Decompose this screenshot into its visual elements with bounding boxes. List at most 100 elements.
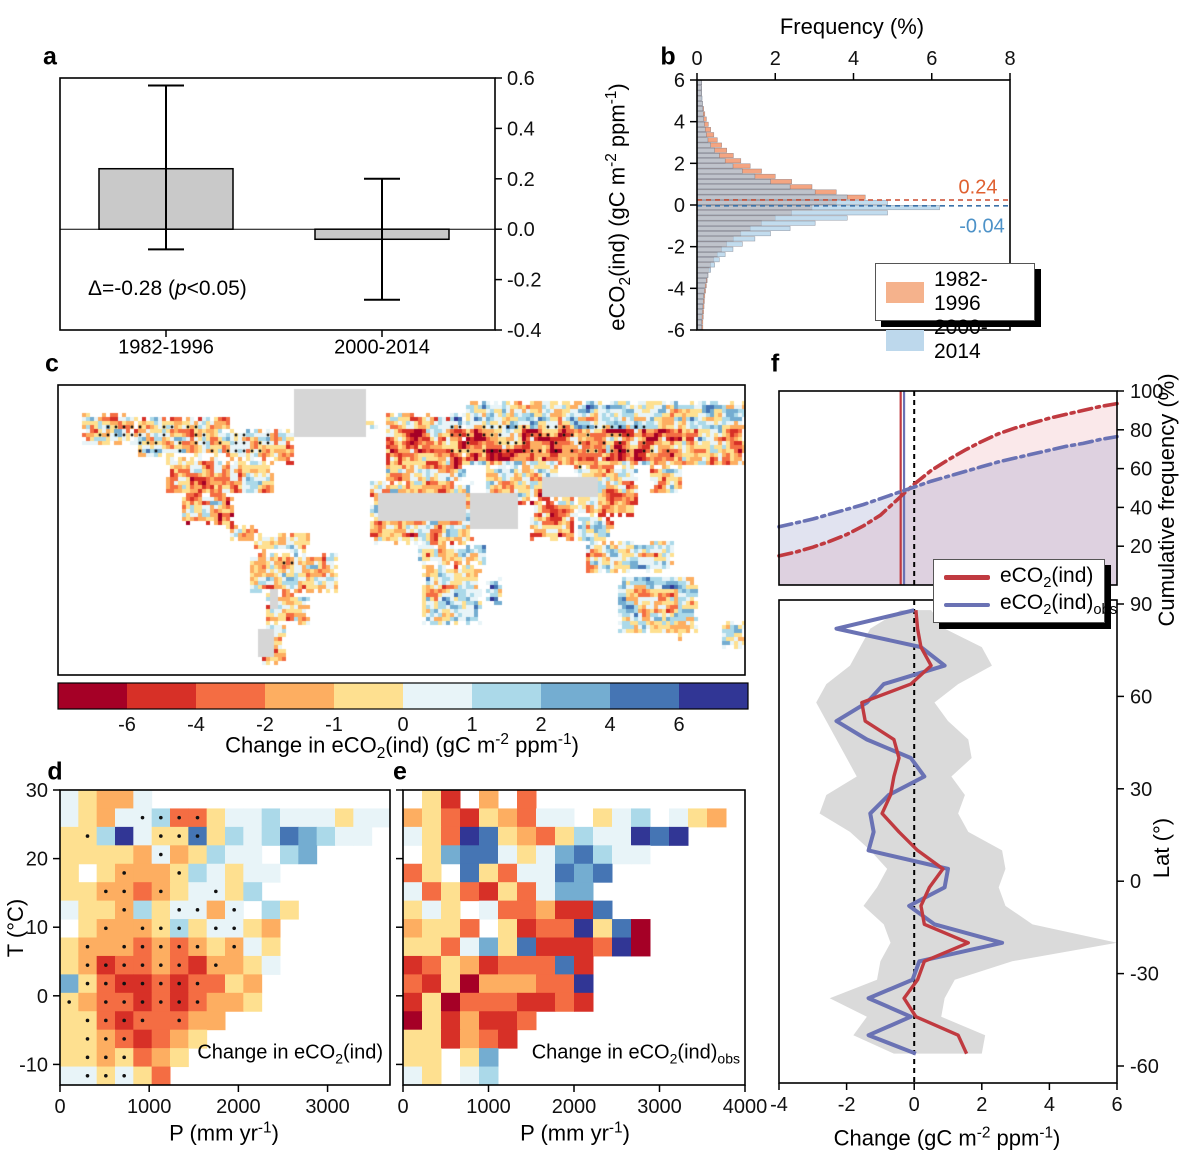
- heat-cell: [498, 1029, 518, 1049]
- significance-dot: [195, 981, 200, 986]
- hist-bar-2000-2014: [696, 283, 706, 289]
- heat-cell: [60, 790, 79, 809]
- heat-cell: [669, 826, 689, 846]
- heat-cell: [133, 1029, 153, 1049]
- heat-cell: [133, 900, 153, 920]
- heat-cell: [498, 900, 518, 920]
- colorbar-tick: 0: [397, 714, 408, 736]
- heatmap-xtick: 3000: [637, 1096, 682, 1118]
- heat-cell: [133, 863, 153, 883]
- mean-label-2000-2014: -0.04: [959, 215, 1005, 238]
- heat-cell: [206, 974, 226, 994]
- hist-bar-2000-2014: [696, 132, 707, 138]
- heat-cell: [498, 826, 518, 846]
- panel-a-ytick: 0.0: [507, 219, 535, 241]
- significance-dot: [104, 889, 108, 894]
- colorbar-title: Change in eCO2(ind) (gC m-2 ppm-1): [225, 731, 579, 762]
- heat-cell: [170, 1048, 189, 1068]
- heat-cell: [188, 863, 208, 883]
- heat-cell: [460, 1011, 480, 1031]
- heat-cell: [460, 826, 480, 846]
- panel-f-xlabel: Change (gC m-2 ppm-1): [833, 1124, 1061, 1151]
- hist-bar-2000-2014: [696, 163, 734, 169]
- panel-b-xtick: 2: [770, 48, 781, 70]
- heat-cell: [243, 808, 263, 828]
- heat-cell: [335, 826, 354, 846]
- heat-cell: [441, 845, 461, 865]
- significance-dot: [177, 926, 181, 931]
- hist-bar-2000-2014: [696, 121, 705, 127]
- heat-cell: [261, 900, 281, 920]
- heat-cell: [517, 992, 537, 1012]
- heat-cell: [133, 826, 153, 846]
- heat-cell: [298, 808, 318, 828]
- heat-cell: [517, 863, 537, 883]
- hist-bar-2000-2014: [696, 184, 791, 190]
- heat-cell: [498, 882, 518, 902]
- heat-cell: [422, 937, 442, 957]
- hist-bar-2000-2014: [696, 257, 720, 263]
- heat-cell: [78, 845, 98, 865]
- significance-dot: [214, 963, 218, 967]
- heat-cell: [206, 808, 226, 828]
- heat-cell: [441, 790, 461, 809]
- heat-cell: [517, 937, 537, 957]
- heat-cell: [479, 1011, 499, 1031]
- heat-cell: [536, 955, 556, 975]
- hist-bar-2000-2014: [696, 199, 888, 205]
- heat-cell: [498, 919, 518, 938]
- heat-cell: [479, 1066, 499, 1086]
- heatmap-xtick: 0: [54, 1096, 65, 1118]
- heat-cell: [170, 1029, 189, 1049]
- heat-cell: [78, 882, 98, 902]
- colorbar-tick: -1: [325, 714, 343, 736]
- heat-cell: [78, 900, 98, 920]
- heat-cell: [422, 845, 442, 865]
- heat-cell: [422, 1011, 442, 1031]
- colorbar-tick: -6: [118, 714, 136, 736]
- significance-dot: [159, 889, 163, 894]
- colorbar-segment: [265, 683, 334, 709]
- heat-cell: [280, 808, 299, 828]
- hist-bar-2000-2014: [696, 106, 704, 112]
- heat-cell: [403, 1048, 423, 1068]
- legend-label-eco2ind-obs: eCO2(ind)obs: [1000, 591, 1118, 619]
- heat-cell: [403, 826, 423, 846]
- significance-dot: [85, 944, 90, 949]
- heat-cell: [574, 900, 594, 920]
- heat-cell: [536, 863, 556, 883]
- heat-cell: [60, 863, 79, 883]
- heat-cell: [60, 955, 79, 975]
- hist-bar-2000-2014: [696, 116, 704, 122]
- panel-letter-b: b: [660, 42, 676, 71]
- panel-f-top-ylabel: Cumulative frequency (%): [1154, 373, 1179, 627]
- heat-cell: [60, 1066, 79, 1086]
- panel-b-xtick: 4: [848, 48, 859, 70]
- heat-cell: [403, 974, 423, 994]
- heat-cell: [261, 955, 281, 975]
- world-map: [58, 385, 745, 675]
- panel-f-bottom-ytick: 0: [1130, 871, 1141, 893]
- heatmap-xtick: 2000: [216, 1096, 261, 1118]
- heat-cell: [422, 808, 442, 828]
- significance-dot: [177, 1018, 181, 1023]
- heatmap-xtick: 1000: [466, 1096, 511, 1118]
- hist-bar-2000-2014: [696, 194, 848, 200]
- heat-cell: [422, 882, 442, 902]
- heat-cell: [574, 919, 594, 938]
- heat-cell: [78, 992, 98, 1012]
- heat-cell: [536, 992, 556, 1012]
- panel-f-bottom-xtick: 2: [976, 1094, 987, 1116]
- heat-cell: [96, 937, 116, 957]
- significance-dot: [122, 908, 126, 912]
- significance-dot: [177, 908, 181, 912]
- panel-d-ytick: 10: [26, 917, 48, 939]
- significance-dot: [122, 1018, 126, 1023]
- significance-dot: [159, 963, 163, 967]
- significance-dot: [122, 1073, 126, 1078]
- significance-dot: [122, 944, 126, 949]
- heat-cell: [403, 992, 423, 1012]
- heat-cell: [555, 808, 575, 828]
